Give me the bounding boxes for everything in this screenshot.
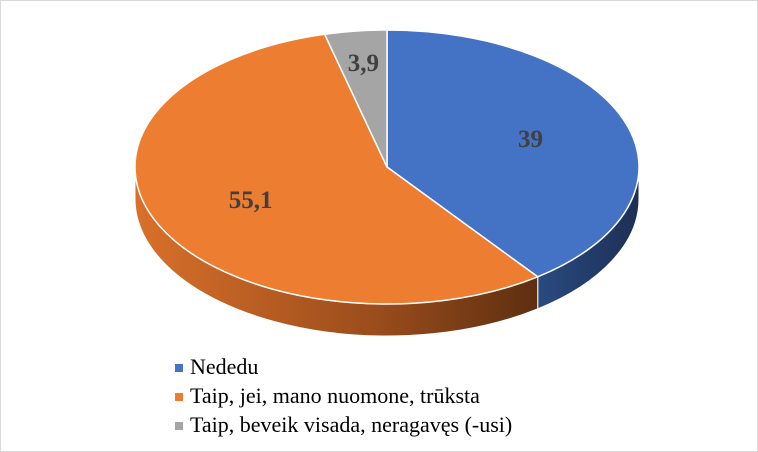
legend-label: Nededu [190, 354, 258, 379]
slice [386, 29, 640, 278]
slice [323, 29, 388, 168]
slice [134, 33, 540, 305]
legend-swatch [175, 422, 183, 430]
data-label: 39 [518, 126, 543, 153]
data-label: 55,1 [229, 187, 273, 214]
legend-swatch [175, 393, 183, 401]
legend-swatch [175, 364, 183, 372]
data-label: 3,9 [348, 50, 379, 77]
legend-label: Taip, jei, mano nuomone, trūksta [190, 383, 480, 408]
legend-label: Taip, beveik visada, neragavęs (-usi) [190, 412, 512, 437]
